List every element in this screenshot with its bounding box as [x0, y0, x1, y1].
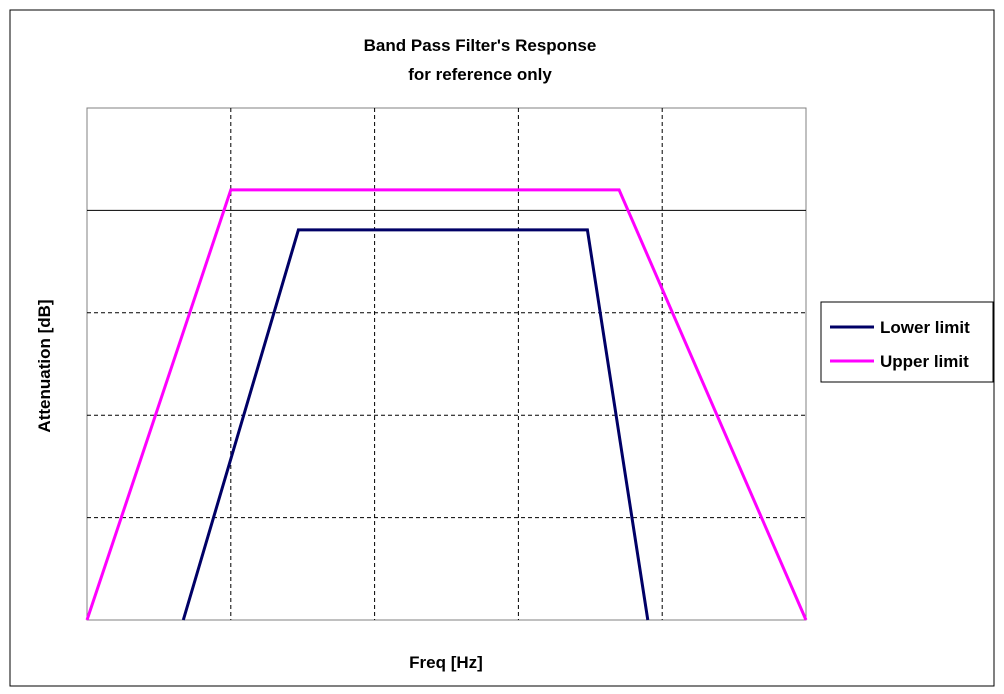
legend-label-lower-limit: Lower limit — [880, 318, 970, 337]
y-axis-label: Attenuation [dB] — [35, 299, 54, 432]
chart-subtitle: for reference only — [408, 65, 552, 84]
series-line-upper-limit — [85, 188, 808, 621]
plot-area — [85, 107, 808, 621]
series-layer — [85, 188, 808, 621]
x-axis-label: Freq [Hz] — [409, 653, 483, 672]
legend: Lower limit Upper limit — [820, 301, 994, 383]
chart-title: Band Pass Filter's Response — [364, 36, 597, 55]
plot-background — [86, 107, 807, 621]
series-line-lower-limit — [181, 228, 650, 621]
legend-label-upper-limit: Upper limit — [880, 352, 969, 371]
legend-box — [820, 301, 994, 383]
